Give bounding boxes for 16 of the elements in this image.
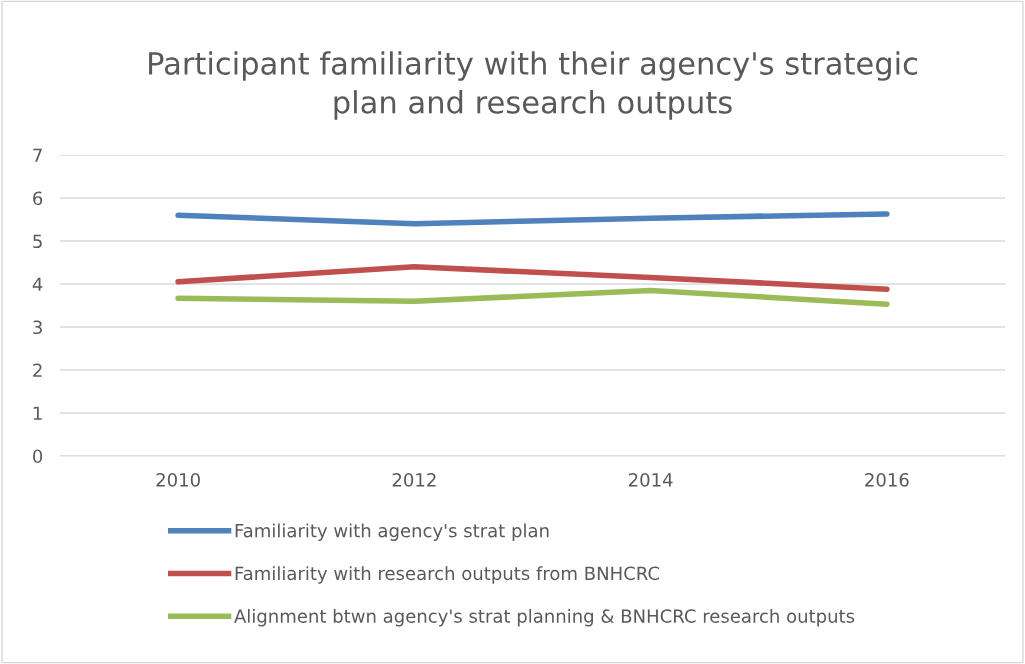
y-tick-label: 4 [32, 277, 43, 291]
y-tick-label: 3 [33, 320, 42, 335]
x-tick-label: 2010 [156, 472, 200, 487]
legend-label: Alignment btwn agency's strat planning & BNHCRC research outputs [234, 608, 855, 627]
y-tick-label: 5 [33, 234, 42, 249]
y-tick-label: 2 [33, 363, 42, 377]
legend-label: Familiarity with agency's strat plan [235, 523, 549, 541]
y-tick-label: 6 [33, 191, 43, 206]
y-tick-label: 0 [33, 449, 43, 464]
y-tick-label: 7 [33, 148, 42, 162]
chart-title: Participant familiarity with their agency's strategic plan and research outputs [149, 51, 918, 120]
x-tick-label: 2016 [865, 472, 909, 487]
x-tick-label: 2014 [628, 472, 673, 487]
legend-label: Familiarity with research outputs from BNHCRC [235, 566, 660, 584]
y-tick-label: 1 [33, 406, 42, 420]
x-tick-label: 2012 [392, 472, 436, 487]
